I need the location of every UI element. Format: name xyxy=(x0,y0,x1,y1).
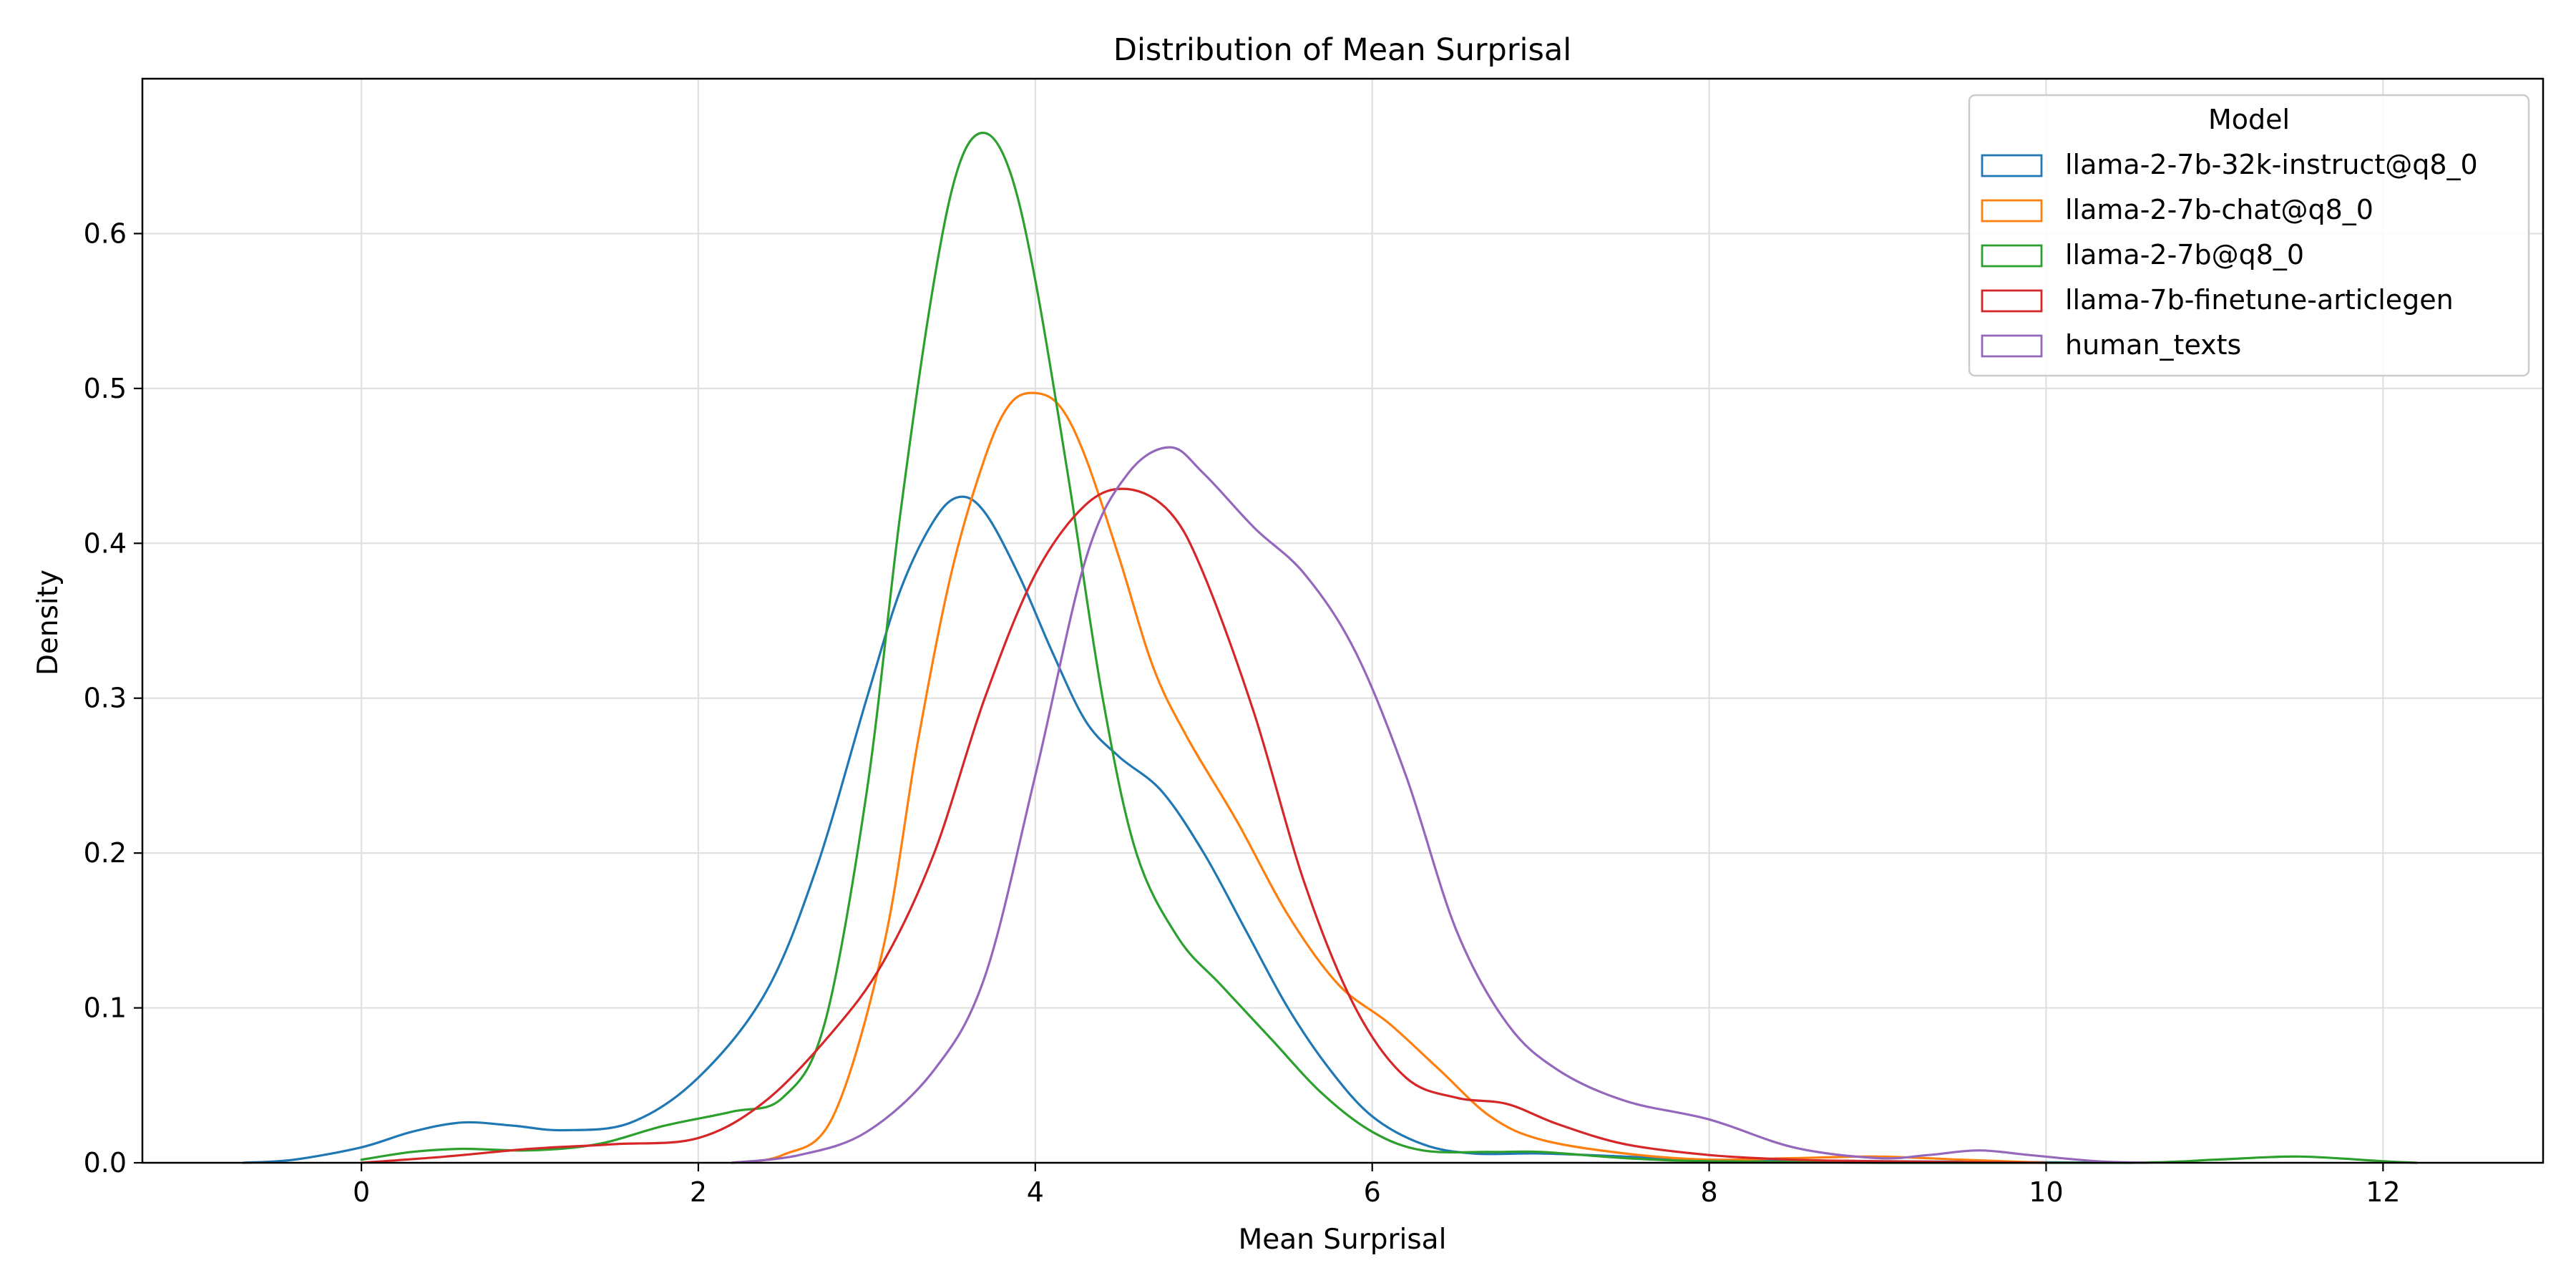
x-axis-label: Mean Surprisal xyxy=(1239,1224,1447,1256)
legend-label: llama-2-7b-32k-instruct@q8_0 xyxy=(2065,149,2478,180)
x-tick-label: 10 xyxy=(2029,1176,2063,1208)
legend-label: human_texts xyxy=(2065,329,2241,361)
legend-swatch xyxy=(1981,289,2043,313)
y-axis-label: Density xyxy=(32,570,64,675)
x-tick-label: 0 xyxy=(353,1176,370,1208)
plot-frame xyxy=(141,77,2545,1164)
series-line-1 xyxy=(731,391,2048,1164)
legend-swatch xyxy=(1981,334,2043,358)
y-tick-label: 0.4 xyxy=(84,527,127,559)
series-layer xyxy=(242,132,2418,1164)
legend-label: llama-2-7b-chat@q8_0 xyxy=(2065,194,2373,225)
x-tick-label: 2 xyxy=(690,1176,707,1208)
legend-box xyxy=(1968,94,2530,377)
series-line-0 xyxy=(242,495,2132,1164)
x-tick-label: 6 xyxy=(1364,1176,1381,1208)
legend-swatch xyxy=(1981,244,2043,268)
legend-label: llama-2-7b@q8_0 xyxy=(2065,239,2304,270)
legend-label: llama-7b-finetune-articlegen xyxy=(2065,284,2454,316)
y-tick-label: 0.5 xyxy=(84,373,127,404)
chart-title: Distribution of Mean Surprisal xyxy=(1113,32,1571,68)
series-line-4 xyxy=(731,446,2149,1164)
legend-swatch xyxy=(1981,154,2043,177)
legend-swatch xyxy=(1981,199,2043,223)
y-tick-label: 0.0 xyxy=(84,1147,127,1179)
x-tick-label: 4 xyxy=(1027,1176,1044,1208)
legend: Model llama-2-7b-32k-instruct@q8_0llama-… xyxy=(1968,94,2530,377)
y-tick-label: 0.3 xyxy=(84,683,127,714)
x-tick-label: 12 xyxy=(2366,1176,2400,1208)
legend-title: Model xyxy=(2208,104,2290,135)
y-tick-label: 0.6 xyxy=(84,218,127,249)
y-tick-label: 0.1 xyxy=(84,992,127,1024)
tick-layer: 0 2 4 6 8 10 12 0.0 0.1 0.2 0.3 0.4 0.5 0.6 xyxy=(84,218,2401,1208)
x-tick-label: 8 xyxy=(1700,1176,1717,1208)
series-line-3 xyxy=(360,487,2048,1164)
y-tick-label: 0.2 xyxy=(84,837,127,869)
legend-entries: llama-2-7b-32k-instruct@q8_0 llama-2-7b-c… xyxy=(1981,149,2478,361)
